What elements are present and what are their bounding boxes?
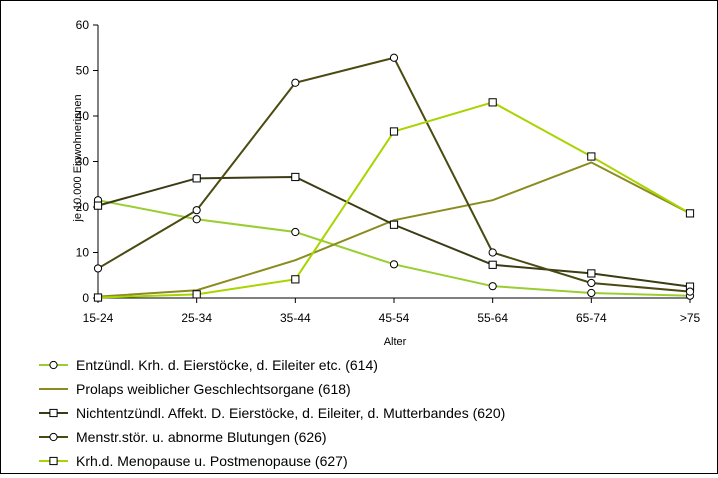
legend-label: Krh.d. Menopause u. Postmenopause (627) bbox=[76, 453, 348, 469]
data-point bbox=[488, 248, 497, 257]
series-line-4 bbox=[97, 56, 691, 293]
data-point bbox=[587, 288, 596, 298]
data-point bbox=[587, 278, 596, 288]
y-tick-label: 10 bbox=[76, 246, 90, 260]
data-point bbox=[192, 215, 201, 224]
series-markers-5 bbox=[93, 98, 695, 302]
data-point bbox=[685, 209, 695, 218]
data-point bbox=[389, 220, 399, 229]
series-markers-4 bbox=[93, 53, 695, 296]
data-point bbox=[49, 456, 58, 466]
y-axis-label: je 10.000 Einwohnerinnen bbox=[72, 94, 84, 222]
series-markers bbox=[93, 53, 695, 302]
data-point bbox=[291, 227, 300, 237]
data-point bbox=[291, 275, 300, 284]
data-point bbox=[389, 53, 399, 62]
x-tick-label: 35-44 bbox=[280, 311, 311, 325]
data-point bbox=[93, 293, 103, 302]
data-point bbox=[49, 360, 58, 370]
x-tick-label: 65-74 bbox=[576, 311, 607, 325]
series-line-2 bbox=[97, 161, 691, 298]
data-point bbox=[192, 174, 201, 183]
data-point bbox=[49, 432, 58, 442]
data-point bbox=[93, 264, 103, 273]
data-point bbox=[587, 269, 596, 278]
data-point bbox=[587, 152, 596, 161]
legend-item: Nichtentzündl. Affekt. D. Eierstöcke, d.… bbox=[39, 405, 505, 421]
series-line-1 bbox=[97, 199, 691, 297]
y-tick-label: 40 bbox=[76, 109, 90, 123]
data-point bbox=[488, 98, 497, 107]
data-point bbox=[93, 201, 103, 210]
legend-label: Entzündl. Krh. d. Eierstöcke, d. Eileite… bbox=[76, 357, 378, 373]
axes: 0 10 20 30 40 50 60 15-24 25-34 35-44 45-54 55-64 65… bbox=[76, 18, 701, 325]
legend-item: Krh.d. Menopause u. Postmenopause (627) bbox=[39, 453, 348, 469]
data-point bbox=[291, 78, 300, 87]
y-tick-label: 0 bbox=[82, 291, 89, 305]
y-tick-label: 30 bbox=[76, 155, 90, 169]
data-point bbox=[192, 206, 201, 215]
x-tick-label: 55-64 bbox=[477, 311, 508, 325]
legend-item: Prolaps weiblicher Geschlechtsorgane (61… bbox=[39, 381, 351, 397]
x-tick-label: 25-34 bbox=[181, 311, 212, 325]
data-point bbox=[49, 408, 58, 418]
data-point bbox=[685, 287, 695, 296]
x-axis-label: Alter bbox=[384, 336, 407, 348]
data-point bbox=[192, 290, 201, 299]
legend: Entzündl. Krh. d. Eierstöcke, d. Eileite… bbox=[39, 357, 505, 469]
x-tick-label: 15-24 bbox=[83, 311, 114, 325]
data-point bbox=[389, 260, 399, 269]
legend-label: Prolaps weiblicher Geschlechtsorgane (61… bbox=[76, 381, 351, 397]
y-tick-label: 60 bbox=[76, 18, 90, 32]
legend-item: Entzündl. Krh. d. Eierstöcke, d. Eileite… bbox=[39, 357, 378, 373]
y-tick-label: 20 bbox=[76, 200, 90, 214]
x-tick-label: 45-54 bbox=[379, 311, 410, 325]
series-markers-3 bbox=[93, 172, 695, 291]
x-tick-label: >75 bbox=[680, 311, 701, 325]
series-line-3 bbox=[97, 175, 691, 288]
data-point bbox=[488, 260, 497, 269]
legend-item: Menstr.stör. u. abnorme Blutungen (626) bbox=[39, 429, 327, 445]
y-tick-label: 50 bbox=[76, 64, 90, 78]
legend-label: Menstr.stör. u. abnorme Blutungen (626) bbox=[76, 429, 327, 445]
legend-label: Nichtentzündl. Affekt. D. Eierstöcke, d.… bbox=[76, 405, 505, 421]
data-point bbox=[389, 127, 399, 136]
data-point bbox=[291, 172, 300, 182]
data-point bbox=[488, 282, 497, 291]
